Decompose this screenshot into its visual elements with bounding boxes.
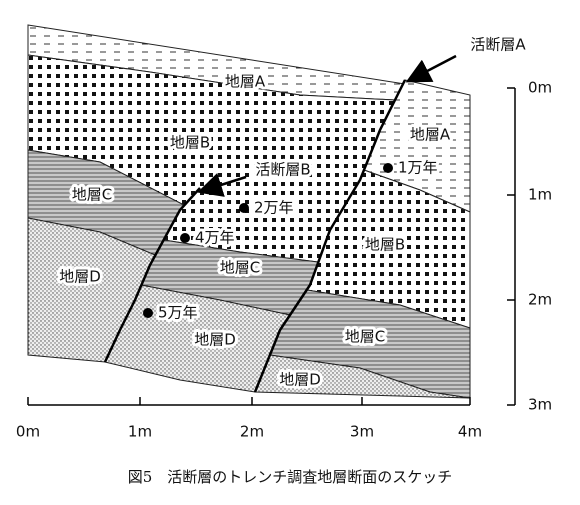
fault-a (253, 79, 407, 393)
layer-label: 地層A (410, 126, 451, 144)
x-tick-label: 0m (16, 423, 40, 441)
layer-label: 地層C (72, 186, 112, 204)
sample-dot (180, 233, 190, 243)
layer-label: 地層A (225, 73, 266, 91)
depth-label: 1m (528, 186, 552, 204)
depth-label: 3m (528, 396, 552, 414)
depth-label: 2m (528, 291, 552, 309)
fault-label: 活断層A (470, 36, 526, 54)
x-tick-label: 3m (350, 423, 374, 441)
layer-label: 地層C (220, 259, 260, 277)
x-tick-label: 2m (240, 423, 264, 441)
layer-label: 地層D (59, 268, 101, 286)
age-label: 2万年 (254, 199, 294, 217)
layer-label: 地層D (194, 331, 236, 349)
layer-label: 地層B (365, 236, 405, 254)
layers (27, 24, 471, 399)
x-tick-label: 4m (458, 423, 482, 441)
caption: 図5 活断層のトレンチ調査地層断面のスケッチ (128, 468, 453, 486)
fault-b (103, 187, 201, 363)
sample-dot (143, 308, 153, 318)
age-label: 1万年 (398, 159, 438, 177)
age-label: 5万年 (158, 304, 198, 322)
sample-dot (383, 163, 393, 173)
sample-dot (239, 203, 249, 213)
layer-label: 地層B (170, 134, 210, 152)
layer-label: 地層C (345, 328, 385, 346)
depth-label: 0m (528, 79, 552, 97)
x-tick-label: 1m (128, 423, 152, 441)
fault-label: 活断層B (255, 161, 310, 179)
axes (28, 88, 516, 406)
arrow-b (197, 173, 247, 197)
layer-label: 地層D (279, 371, 321, 389)
arrow-a (405, 54, 457, 83)
age-label: 4万年 (195, 229, 235, 247)
